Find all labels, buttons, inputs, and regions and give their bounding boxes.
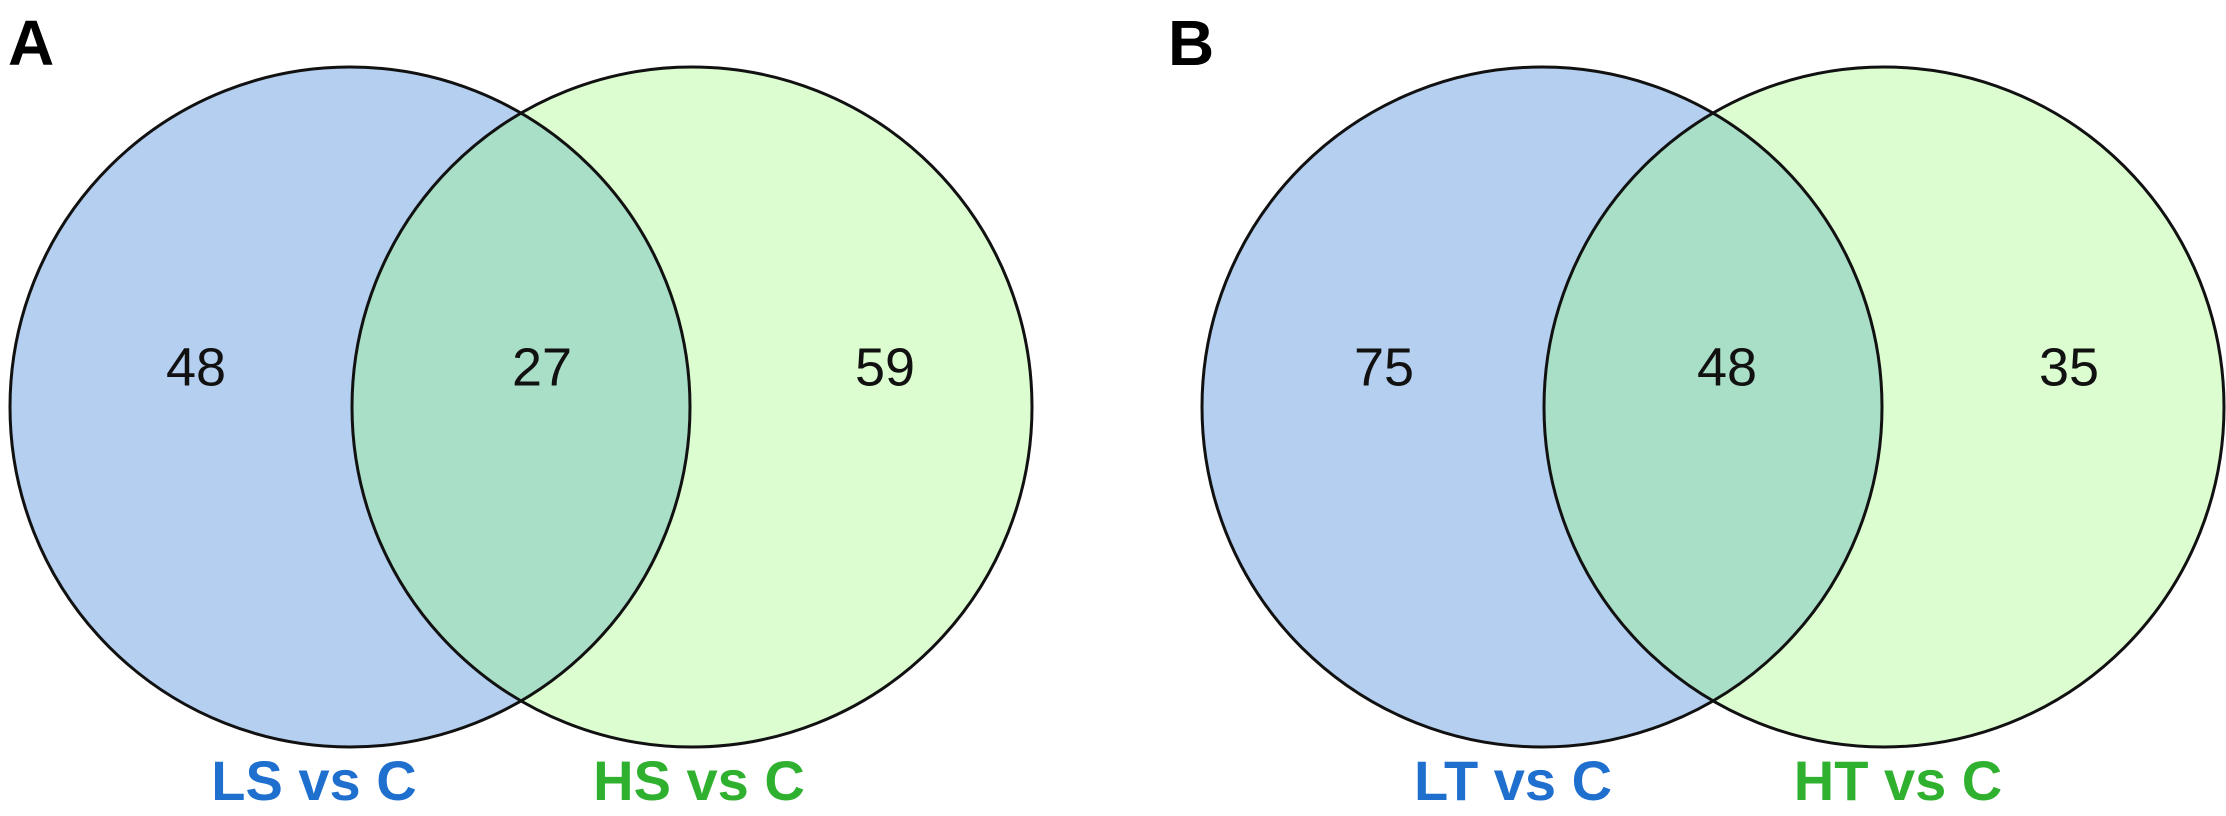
set-outline [1542, 65, 2226, 749]
set-outline [8, 65, 692, 749]
set-label: HS vs C [593, 749, 805, 811]
region-count: 35 [2039, 337, 2099, 397]
set-label: LS vs C [211, 749, 416, 811]
region-count: 59 [855, 337, 915, 397]
panel-letter: B [1168, 7, 1214, 79]
venn-panel: A 48 27 59 LS vs C HS vs C [8, 7, 1034, 812]
region-count: 48 [166, 337, 226, 397]
region-count: 75 [1354, 337, 1414, 397]
set-intersection [1544, 67, 1882, 747]
venn-panel: B 75 48 35 LT vs C HT vs C [1168, 7, 2226, 812]
region-count: 27 [512, 337, 572, 397]
set-outline [350, 65, 1034, 749]
region-count: 48 [1697, 337, 1757, 397]
set-label: HT vs C [1794, 749, 2003, 811]
set-intersection [352, 67, 690, 747]
set-label: LT vs C [1414, 749, 1612, 811]
set-outline [1200, 65, 1884, 749]
panel-letter: A [8, 7, 54, 79]
